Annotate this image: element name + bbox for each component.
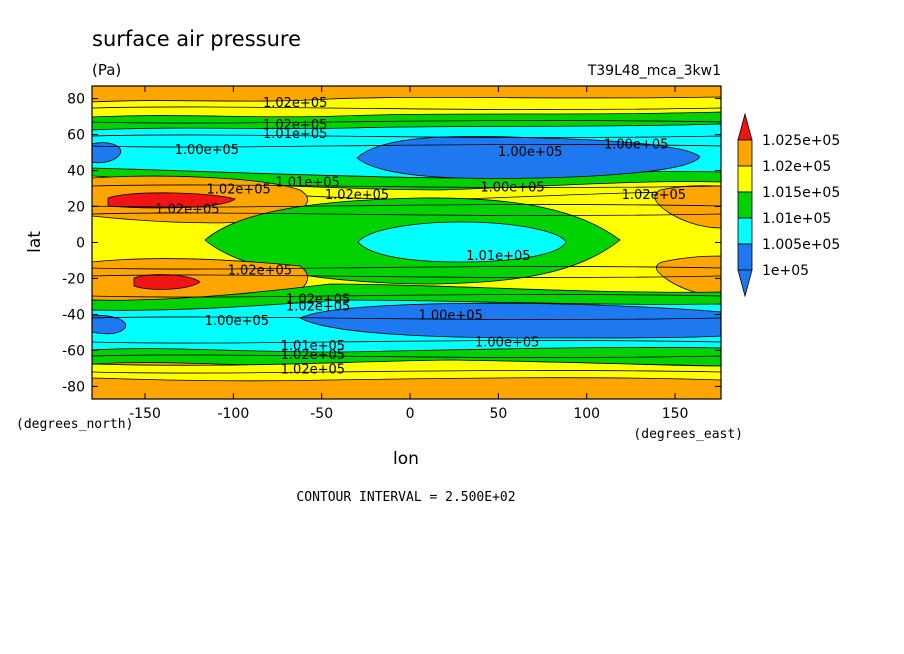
x-axis-title: lon — [393, 449, 419, 469]
y-tick-label: 60 — [67, 128, 85, 144]
contour-line — [92, 184, 721, 188]
contour-interval-label: CONTOUR INTERVAL = 2.500E+02 — [296, 490, 515, 505]
contour-label: 1.02e+05 — [286, 292, 350, 307]
low-blue-south-west — [92, 315, 127, 335]
y-tick-label: 80 — [67, 92, 85, 108]
contour-label: 1.01e+05 — [281, 339, 345, 354]
low-blue-north-east — [356, 135, 701, 179]
contour-label: 1.02e+05 — [263, 118, 327, 133]
band-orange-tropic-north-east — [654, 185, 721, 229]
contour-label: 1.02e+05 — [281, 348, 345, 363]
y-tick-label: 40 — [67, 164, 85, 180]
y-tick-label: -40 — [62, 307, 85, 323]
colorbar-label: 1.02e+05 — [762, 159, 831, 175]
y-tick-label: 20 — [67, 200, 85, 216]
contour-label: 1.00e+05 — [175, 143, 239, 158]
contour-line — [92, 120, 721, 124]
x-tick-label: 50 — [489, 406, 507, 422]
contour-line — [92, 266, 721, 270]
contour-line — [92, 204, 721, 208]
contour-label: 1.00e+05 — [205, 314, 269, 329]
band-yellow-south-cap — [92, 359, 721, 382]
x-units-label: (degrees_east) — [633, 427, 743, 442]
x-tick-label: -150 — [129, 406, 161, 422]
y-units-label: (degrees_north) — [16, 417, 133, 432]
contour-label: 1.02e+05 — [263, 96, 327, 111]
contour-label: 1.00e+05 — [604, 138, 668, 153]
contour-labels: 1.02e+051.02e+051.01e+051.00e+05 1.00e+05… — [155, 96, 686, 377]
x-tick-label: -50 — [310, 406, 333, 422]
contour-label: 1.02e+05 — [325, 188, 389, 203]
contour-label: 1.00e+05 — [475, 335, 539, 350]
low-cyan-equator — [357, 221, 567, 263]
contour-line — [92, 316, 721, 320]
colorbar-label: 1.005e+05 — [762, 237, 840, 253]
contour-label: 1.01e+05 — [466, 249, 530, 264]
x-tick-label: -100 — [217, 406, 249, 422]
contour-line — [92, 294, 721, 298]
colorbar-label: 1.01e+05 — [762, 211, 831, 227]
y-tick-label: -80 — [62, 379, 85, 395]
colorbar-label: 1.015e+05 — [762, 185, 840, 201]
y-tick-label: 0 — [76, 236, 85, 252]
contour-label: 1.02e+05 — [622, 188, 686, 203]
contour-label: 1.00e+05 — [418, 308, 482, 323]
colorbar-label: 1e+05 — [762, 263, 809, 279]
colorbar-segment — [737, 165, 753, 193]
contour-label: 1.01e+05 — [275, 175, 339, 190]
colorbar-segment — [737, 191, 753, 219]
colorbar-segment — [737, 217, 753, 245]
contour-line — [92, 340, 721, 344]
x-tick-label: 0 — [406, 406, 415, 422]
contour-label: 1.00e+05 — [480, 181, 544, 196]
x-tick-label: 100 — [573, 406, 600, 422]
axes: -150 -100 -50 0 50 100 150 -80 -60 -40 -20 0 20 40 60 8… — [62, 86, 721, 422]
contour-label: 1.02e+05 — [286, 299, 350, 314]
contour-label: 1.02e+05 — [281, 362, 345, 377]
low-blue-north-west — [92, 142, 122, 164]
contour-label: 1.02e+05 — [155, 202, 219, 217]
contour-line — [92, 274, 721, 278]
y-tick-label: -60 — [62, 343, 85, 359]
units-label: (Pa) — [92, 61, 121, 79]
dataset-label: T39L48_mca_3kw1 — [587, 63, 721, 79]
colorbar-top-arrow — [737, 112, 753, 141]
contour-label: 1.02e+05 — [206, 183, 270, 198]
contour-label: 1.01e+05 — [263, 127, 327, 142]
contour-line — [92, 144, 721, 148]
contour-line — [92, 370, 721, 374]
colorbar-segment — [737, 243, 753, 271]
colorbar-segment — [737, 139, 753, 167]
contour-label: 1.02e+05 — [228, 263, 292, 278]
high-red-north — [107, 192, 236, 209]
contour-lines — [92, 106, 721, 374]
colorbar: 1.025e+05 1.02e+05 1.015e+05 1.01e+05 1.005e… — [737, 112, 840, 298]
contour-label: 1.00e+05 — [498, 145, 562, 160]
colorbar-bottom-arrow — [737, 269, 753, 298]
contour-line — [92, 134, 721, 138]
low-blue-south — [299, 302, 721, 339]
y-axis-title: lat — [25, 231, 45, 253]
x-tick-label: 150 — [662, 406, 689, 422]
colorbar-label: 1.025e+05 — [762, 133, 840, 149]
y-tick-label: -20 — [62, 271, 85, 287]
high-red-south — [133, 274, 201, 290]
contour-line — [92, 354, 721, 358]
chart-title: surface air pressure — [92, 27, 301, 51]
contour-line — [92, 106, 721, 110]
contour-field — [92, 86, 721, 399]
contour-line — [92, 212, 721, 216]
